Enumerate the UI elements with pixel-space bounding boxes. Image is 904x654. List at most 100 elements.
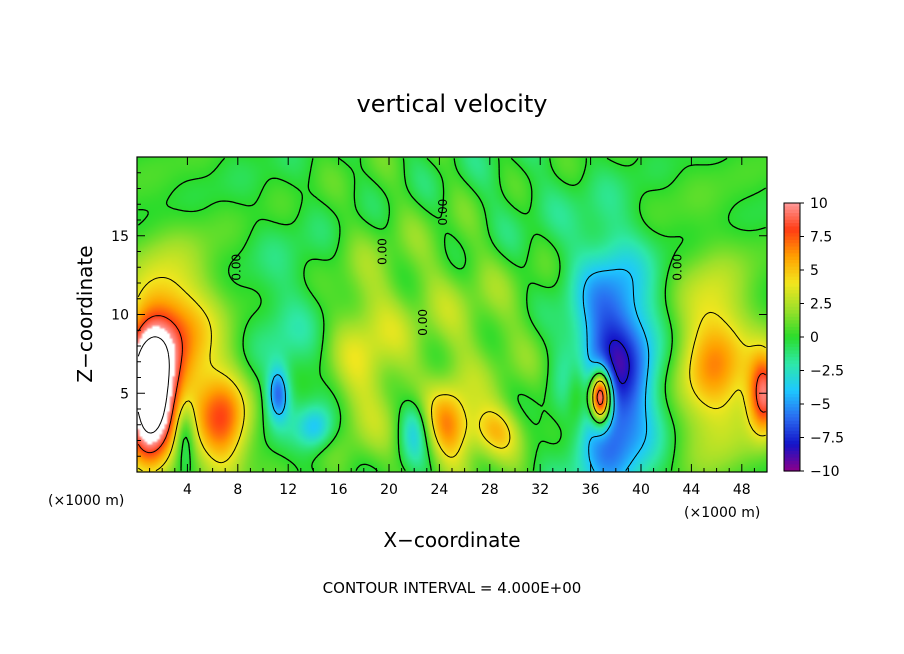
colorbar-segment xyxy=(784,457,800,462)
contour-level xyxy=(137,315,766,454)
colorbar-segment xyxy=(784,323,800,328)
colorbar-segment xyxy=(784,420,800,425)
colorbar-segment xyxy=(784,226,800,231)
colorbar-segment xyxy=(784,310,800,315)
contour-level xyxy=(137,277,766,472)
contour-value-label: 0.00 xyxy=(375,238,389,265)
colorbar-segment xyxy=(784,270,800,274)
colorbar-segment xyxy=(784,296,800,301)
contour-level xyxy=(270,268,650,471)
colorbar-segment xyxy=(784,326,800,331)
colorbar-segment xyxy=(784,246,800,251)
colorbar-segment xyxy=(784,437,800,442)
colorbar-segment xyxy=(784,233,800,238)
colorbar-segment xyxy=(784,290,800,295)
colorbar-segment xyxy=(784,303,800,308)
colorbar-segment xyxy=(784,347,800,351)
y-axis-ticks: 5 10 15 xyxy=(111,172,767,457)
colorbar-segment xyxy=(784,467,800,472)
colorbar-segment xyxy=(784,259,800,264)
x-tick-label: 40 xyxy=(632,482,650,498)
colorbar-segment xyxy=(784,343,800,348)
chart-title: vertical velocity xyxy=(357,90,548,118)
colorbar-segment xyxy=(784,434,800,439)
colorbar-segment xyxy=(784,440,800,445)
colorbar-segment xyxy=(784,370,800,375)
colorbar-tick-label: 2.5 xyxy=(810,297,832,313)
colorbar-segment xyxy=(784,320,800,325)
colorbar-tick-label: −10 xyxy=(810,464,840,480)
contour-lines xyxy=(137,157,767,472)
colorbar-tick-label: 5 xyxy=(810,263,819,279)
colorbar-segment xyxy=(784,357,800,362)
colorbar-segment xyxy=(784,286,800,291)
x-axis-label: X−coordinate xyxy=(383,528,520,552)
colorbar-segment xyxy=(784,306,800,311)
colorbar-segment xyxy=(784,283,800,288)
colorbar-segment xyxy=(784,400,800,405)
colorbar: 10 7.5 5 2.5 0 −2.5 −5 −7.5 −10 xyxy=(783,196,844,480)
colorbar-tick-label: −2.5 xyxy=(810,364,844,380)
y-axis-label: Z−coordinate xyxy=(73,245,97,382)
colorbar-segment xyxy=(784,350,800,355)
colorbar-segment xyxy=(784,316,800,321)
colorbar-segment xyxy=(784,427,800,432)
x-tick-label: 28 xyxy=(481,482,499,498)
x-axis-ticks: 4 8 12 16 20 24 28 32 36 40 44 48 xyxy=(149,157,755,498)
colorbar-segment xyxy=(784,273,800,278)
x-unit-label-left: (×1000 m) xyxy=(48,493,124,509)
velocity-field xyxy=(137,157,767,472)
colorbar-tick-label: −7.5 xyxy=(810,431,844,447)
contour-value-label: 0.00 xyxy=(229,254,243,281)
colorbar-segment xyxy=(784,447,800,452)
colorbar-segment xyxy=(784,397,800,402)
contour-interval-footer: CONTOUR INTERVAL = 4.000E+00 xyxy=(323,579,582,597)
colorbar-tick-label: 10 xyxy=(810,196,828,212)
colorbar-segment xyxy=(784,213,800,217)
contour-level xyxy=(608,339,630,385)
colorbar-segment xyxy=(784,414,800,418)
contour-value-label: 0.00 xyxy=(436,199,450,226)
y-tick-label: 5 xyxy=(120,386,129,402)
contour-value-label: 0.00 xyxy=(670,254,684,281)
colorbar-segment xyxy=(784,373,800,378)
x-tick-label: 48 xyxy=(733,482,751,498)
x-tick-label: 20 xyxy=(380,482,398,498)
colorbar-segment xyxy=(784,383,800,388)
x-tick-label: 24 xyxy=(430,482,448,498)
colorbar-segment xyxy=(784,393,800,398)
colorbar-segment xyxy=(784,300,800,305)
colorbar-segment xyxy=(784,256,800,261)
colorbar-segment xyxy=(784,333,800,338)
x-tick-label: 8 xyxy=(233,482,242,498)
colorbar-segment xyxy=(784,460,800,465)
colorbar-segment xyxy=(784,243,800,248)
colorbar-segment xyxy=(784,444,800,449)
colorbar-segment xyxy=(784,206,800,211)
colorbar-segment xyxy=(784,340,800,345)
colorbar-segment xyxy=(784,360,800,365)
colorbar-segment xyxy=(784,263,800,268)
x-tick-label: 12 xyxy=(279,482,297,498)
colorbar-segment xyxy=(784,239,800,244)
contour-level xyxy=(137,157,767,472)
colorbar-segment xyxy=(784,236,800,241)
colorbar-segment xyxy=(784,266,800,271)
colorbar-segment xyxy=(784,229,800,234)
colorbar-segment xyxy=(784,203,800,207)
colorbar-segment xyxy=(784,410,800,415)
plot-area: 0.000.000.000.000.00 4 8 12 16 20 24 28 32 36 40 4… xyxy=(111,156,768,498)
colorbar-segment xyxy=(784,450,800,455)
colorbar-segment xyxy=(784,276,800,281)
colorbar-segment xyxy=(784,417,800,422)
colorbar-segment xyxy=(784,280,800,284)
colorbar-segment xyxy=(784,430,800,435)
colorbar-segment xyxy=(784,209,800,214)
colorbar-segment xyxy=(784,390,800,395)
colorbar-segment xyxy=(784,404,800,408)
colorbar-segment xyxy=(784,424,800,429)
colorbar-segment xyxy=(784,377,800,382)
colorbar-segment xyxy=(784,337,800,341)
x-tick-label: 16 xyxy=(330,482,348,498)
